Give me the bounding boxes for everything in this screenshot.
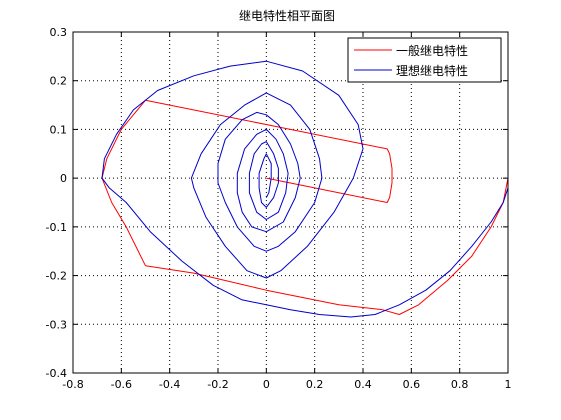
y-tick-label: 0.1 — [50, 123, 68, 136]
series-line-ideal-relay — [101, 60, 508, 318]
x-tick-label: -0.2 — [207, 378, 228, 391]
plot-background — [73, 32, 508, 373]
y-tick-label: 0.2 — [50, 75, 68, 88]
x-tick-label: -0.4 — [159, 378, 180, 391]
plot-area: -0.8 -0.6 -0.4 -0.2 0 0.2 0.4 0.6 0.8 1 -0.4 -0.3 -0… — [46, 26, 512, 391]
y-tick-label: 0 — [60, 172, 67, 185]
y-tick-label: -0.2 — [46, 270, 67, 283]
legend-box — [347, 37, 502, 83]
y-tick-label: -0.1 — [46, 221, 67, 234]
x-tick-label: 1 — [505, 378, 512, 391]
legend-label-ideal-relay: 理想继电特性 — [396, 63, 468, 78]
series-layer — [101, 60, 508, 318]
x-tick-label: -0.8 — [62, 378, 83, 391]
y-tick-label: -0.4 — [46, 367, 67, 380]
legend-label-general-relay: 一般继电特性 — [396, 43, 468, 58]
y-tick-label: 0.3 — [50, 26, 68, 39]
x-tick-label: 0 — [263, 378, 270, 391]
x-tick-label: 0.8 — [451, 378, 469, 391]
x-tick-label: 0.6 — [403, 378, 421, 391]
x-tick-label: 0.2 — [306, 378, 324, 391]
axes-box — [72, 31, 509, 374]
y-tick-label: -0.3 — [46, 318, 67, 331]
x-tick-label: -0.6 — [111, 378, 132, 391]
chart-title: 继电特性相平面图 — [239, 8, 335, 23]
series-line-general-relay — [101, 99, 508, 315]
x-tick-label: 0.4 — [354, 378, 372, 391]
